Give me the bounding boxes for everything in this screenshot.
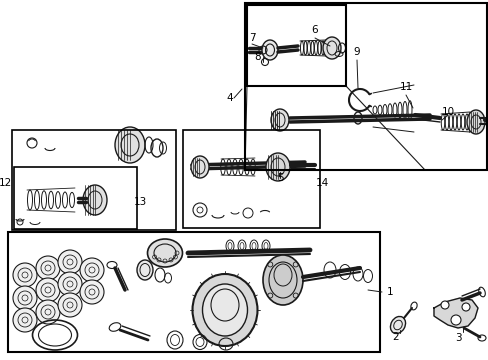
- Ellipse shape: [115, 127, 145, 163]
- Ellipse shape: [262, 40, 278, 60]
- Text: 5: 5: [276, 173, 283, 183]
- Circle shape: [450, 315, 460, 325]
- Text: 14: 14: [315, 178, 328, 188]
- Circle shape: [13, 263, 37, 287]
- Ellipse shape: [389, 316, 405, 334]
- Ellipse shape: [323, 37, 340, 59]
- Circle shape: [80, 258, 104, 282]
- Circle shape: [440, 301, 448, 309]
- Text: 8: 8: [254, 52, 261, 62]
- Circle shape: [13, 286, 37, 310]
- Text: 9: 9: [353, 47, 360, 57]
- Text: 4: 4: [226, 93, 233, 103]
- Circle shape: [461, 303, 469, 311]
- Text: 13: 13: [133, 197, 146, 207]
- Ellipse shape: [137, 260, 153, 280]
- Circle shape: [58, 272, 82, 296]
- Circle shape: [13, 308, 37, 332]
- Bar: [12, 130, 176, 230]
- Text: 12: 12: [0, 178, 12, 188]
- Bar: [183, 130, 319, 228]
- Ellipse shape: [83, 185, 107, 215]
- Bar: [14, 167, 137, 229]
- Bar: [244, 3, 486, 170]
- Text: 3: 3: [454, 333, 460, 343]
- Circle shape: [58, 250, 82, 274]
- Circle shape: [80, 280, 104, 304]
- Text: 7: 7: [248, 33, 255, 43]
- Text: 6: 6: [311, 25, 318, 35]
- Ellipse shape: [466, 110, 484, 134]
- Ellipse shape: [270, 109, 288, 131]
- Text: 11: 11: [399, 82, 412, 92]
- Bar: [246, 5, 346, 86]
- Ellipse shape: [192, 274, 257, 346]
- Text: 10: 10: [441, 107, 454, 117]
- Ellipse shape: [265, 153, 289, 181]
- Text: 2: 2: [392, 332, 399, 342]
- Circle shape: [36, 256, 60, 280]
- Ellipse shape: [202, 284, 247, 336]
- Text: 1: 1: [386, 287, 392, 297]
- Circle shape: [36, 300, 60, 324]
- Polygon shape: [433, 298, 477, 328]
- Circle shape: [58, 293, 82, 317]
- Circle shape: [36, 278, 60, 302]
- Ellipse shape: [191, 156, 208, 178]
- Ellipse shape: [263, 255, 303, 305]
- Bar: [8, 232, 379, 352]
- Ellipse shape: [147, 239, 182, 267]
